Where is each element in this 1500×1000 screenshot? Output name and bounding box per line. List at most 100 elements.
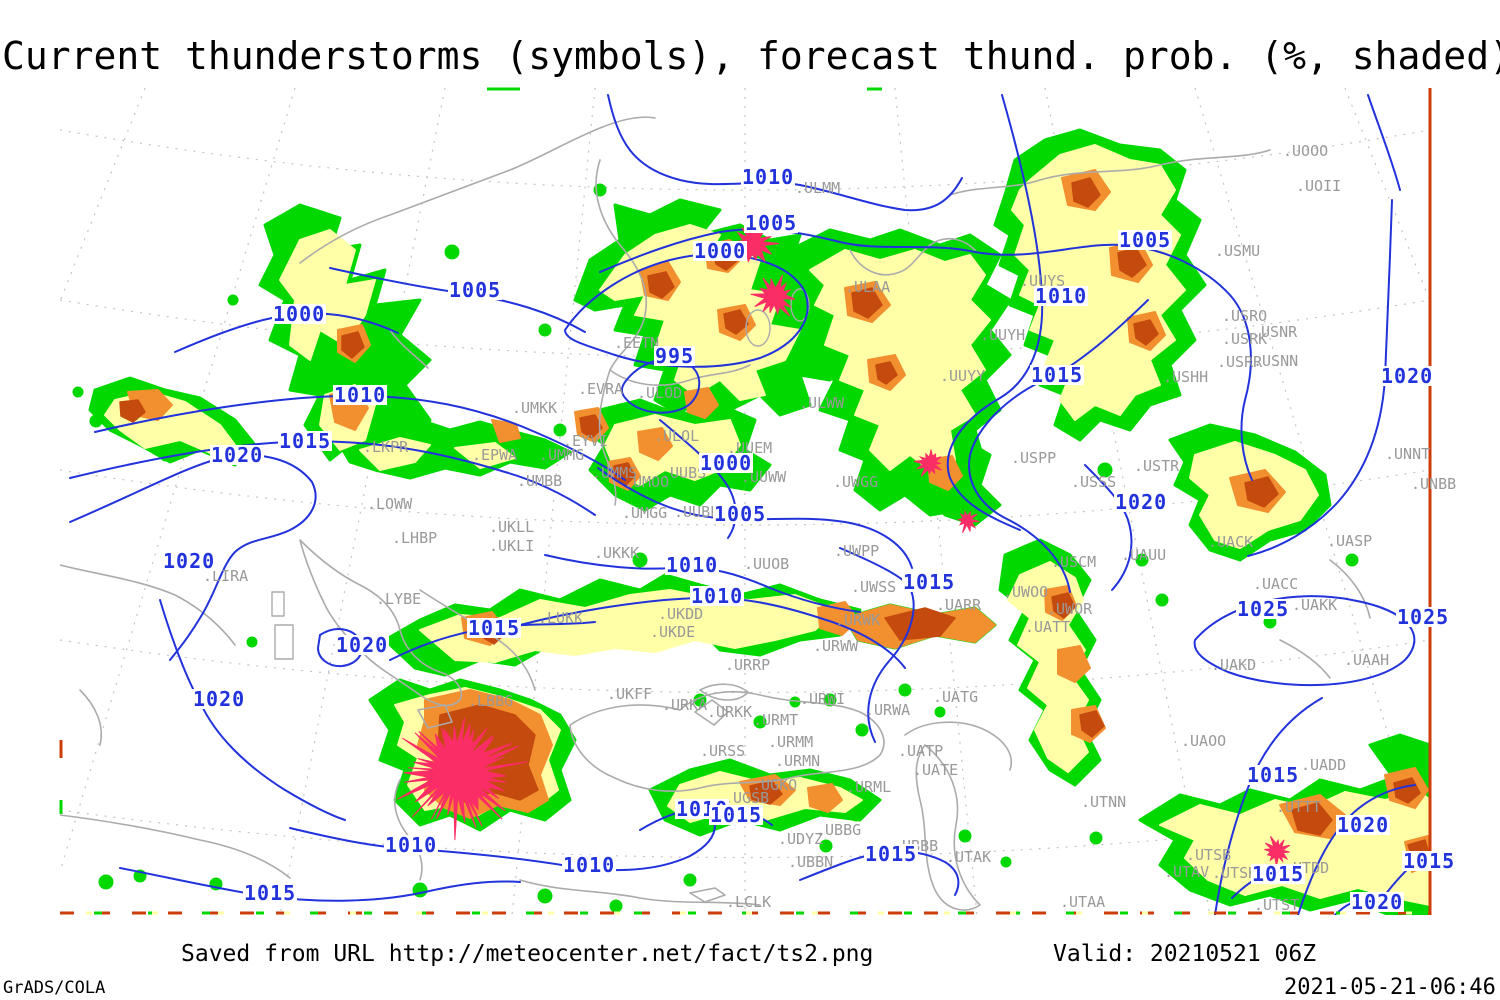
station-label: .UTST [1254,896,1300,915]
isobar-label: 1020 [192,687,247,711]
isobar-label: 1005 [448,278,503,302]
station-label: .UTNN [1081,793,1127,812]
station-label: .USMU [1215,242,1261,261]
station-label: .UMKK [512,399,558,418]
station-label: .UWOO [1003,583,1049,602]
thunderstorm-symbol-cluster [914,449,942,477]
station-label: .UATT [1025,618,1071,637]
isobar-label: 1005 [744,211,799,235]
station-label: .USNR [1252,323,1298,342]
station-label: .UACK [1208,533,1254,552]
station-label: .UKDD [658,605,704,624]
saved-url-caption: Saved from URL http://meteocenter.net/fa… [181,941,874,967]
grads-credit: GrADS/COLA [3,978,106,998]
isobar-label: 1010 [384,833,439,857]
isobar-label: 1015 [1251,862,1306,886]
station-label: .USRK [1222,330,1268,349]
station-label: .UUBS [661,464,707,483]
station-label: .URKA [662,696,708,715]
station-label: .UUOB [744,555,790,574]
station-label: .UTTT [1276,798,1322,817]
station-label: .UTSK [1212,864,1258,883]
station-label: .UKDE [650,623,696,642]
isobar-label: 1015 [243,881,298,905]
thunderstorm-symbol-cluster [397,717,528,841]
station-label: .URMM [768,733,814,752]
station-label: .USRR [1217,353,1263,372]
station-label: .URMN [775,752,821,771]
station-label: .UNNT [1385,445,1431,464]
isobar-label: 1000 [693,239,748,263]
station-label: .URML [846,778,892,797]
station-label: .LIRA [203,567,249,586]
station-label: .UATE [913,761,959,780]
station-label: .URMT [753,711,799,730]
station-label: .UUEM [727,439,773,458]
station-label: .UKKK [594,544,640,563]
station-label: .UAOO [1181,732,1227,751]
station-label: .UMBB [517,472,563,491]
station-label: .UOOO [1283,142,1329,161]
station-label: .UKLI [489,537,535,556]
station-label: .ULWW [799,394,845,413]
station-label: .UAAH [1344,651,1390,670]
station-label: .UADD [1301,756,1347,775]
isobar-label: 1020 [335,633,390,657]
isobar-label: 1015 [864,842,919,866]
thunderstorm-symbol-cluster [956,509,980,534]
station-label: .UNBB [1411,475,1457,494]
generation-timestamp: 2021-05-21-06:46 [1284,975,1496,1000]
station-label: .LYBE [376,590,422,609]
isobar-label: 1010 [333,383,388,407]
station-label: .UUYY [940,367,986,386]
map-frame [59,87,1432,915]
station-label: .ULOD [637,384,683,403]
isobar-label: 1005 [1118,228,1173,252]
station-label: .LOWW [367,495,413,514]
station-label: .LHBP [392,529,438,548]
isobar-label: 1020 [210,443,265,467]
station-label: .UMMS [592,464,638,483]
station-label: .UASP [1327,532,1373,551]
thunderstorm-symbol-cluster [750,274,796,317]
station-label: .UBBN [788,853,834,872]
station-label: .UKLL [489,518,535,537]
probability-shading-layer [72,128,1431,915]
station-label: .UMMG [539,446,585,465]
station-label: .LBBG [468,692,514,711]
isobar-label: 995 [654,344,696,368]
station-label: .UKFF [607,685,653,704]
station-label: .UATG [933,688,979,707]
station-label: .UBBG [816,821,862,840]
station-label: .URWI [800,690,846,709]
station-label: .USHH [1163,368,1209,387]
station-label: .ULAA [845,278,891,297]
isobar-label: 1010 [665,553,720,577]
isobar-label: 1015 [278,429,333,453]
station-label: .UWOR [1047,600,1093,619]
isobar-label: 1015 [467,616,522,640]
isobar-label: 1025 [1396,605,1451,629]
isobar-label: 1000 [272,302,327,326]
isobar-label: 1010 [1034,284,1089,308]
station-label: .EVRA [578,380,624,399]
map-title: Current thunderstorms (symbols), forecas… [2,34,1500,78]
station-label: .URWK [835,611,881,630]
station-label: .UUYH [980,326,1026,345]
station-label: .USNN [1253,352,1299,371]
station-label: .UAKK [1292,596,1338,615]
station-label: .UARR [936,596,982,615]
station-label: .UATP [898,742,944,761]
station-label: .UMOO [624,473,670,492]
station-label: .UUYS [1020,272,1066,291]
station-label: .ULOL [654,427,700,446]
station-label: .EPWA [472,446,518,465]
station-label: .UACC [1253,575,1299,594]
station-label: .URKK [707,703,753,722]
station-label: .UTSB [1186,846,1232,865]
station-label: .URWA [865,701,911,720]
station-label: .URWW [813,637,859,656]
station-label: .USRO [1222,307,1268,326]
